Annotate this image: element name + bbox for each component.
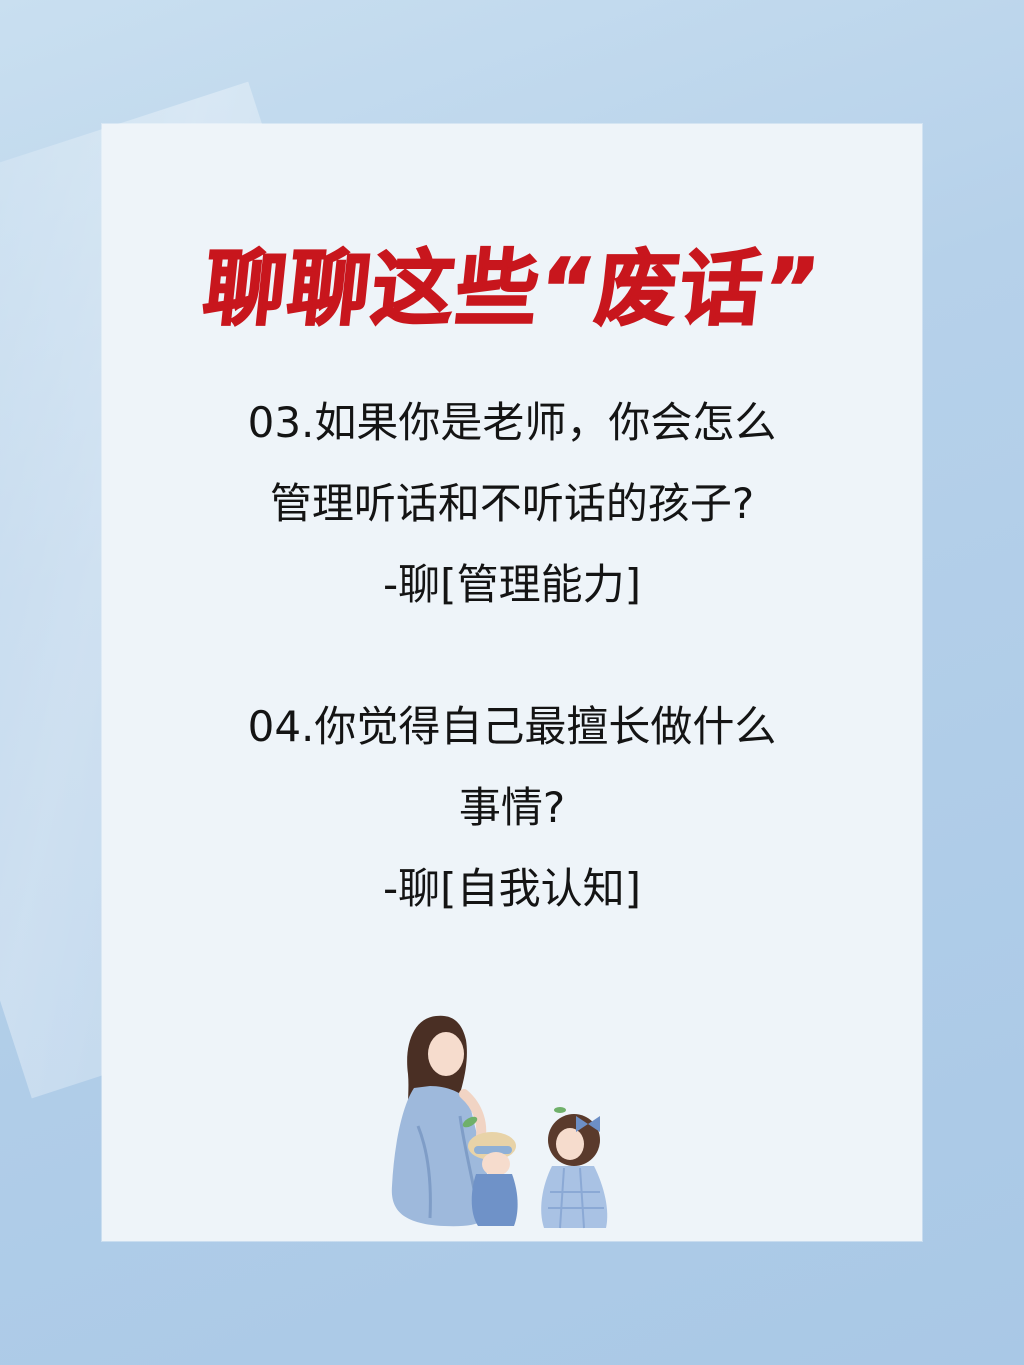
question-3-line-1: 03.如果你是老师，你会怎么 — [247, 398, 777, 447]
question-3: 03.如果你是老师，你会怎么 管理听话和不听话的孩子? -聊[管理能力] — [102, 382, 922, 625]
question-4: 04.你觉得自己最擅长做什么 事情? -聊[自我认知] — [102, 686, 922, 929]
question-4-line-2: 事情? — [458, 783, 566, 832]
mother-face — [428, 1032, 464, 1076]
question-3-line-2: 管理听话和不听话的孩子? — [269, 479, 755, 528]
content-card: 聊聊这些“废话” 03.如果你是老师，你会怎么 管理听话和不听话的孩子? -聊[… — [102, 124, 922, 1241]
question-4-line-1: 04.你觉得自己最擅长做什么 — [247, 702, 777, 751]
girl-face — [556, 1128, 584, 1160]
page-title: 聊聊这些“废话” — [198, 241, 826, 338]
baby-body — [471, 1174, 518, 1226]
baby-face — [482, 1152, 510, 1176]
girl-dress — [541, 1166, 608, 1228]
question-3-tag: -聊[管理能力] — [383, 560, 641, 609]
mother-children-illustration — [391, 1015, 608, 1229]
question-4-tag: -聊[自我认知] — [383, 864, 641, 913]
girl-bow — [576, 1116, 600, 1132]
